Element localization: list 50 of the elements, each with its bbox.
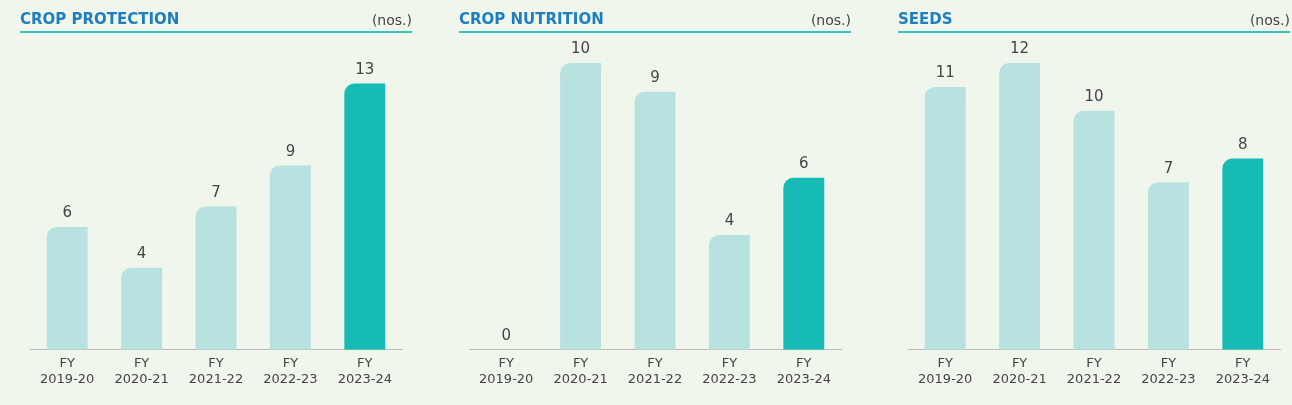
data-label: 10	[1084, 87, 1104, 106]
data-label: 4	[724, 211, 735, 230]
x-tick-label: FY 2021-22	[188, 354, 244, 386]
data-label: 9	[285, 141, 296, 160]
bar	[1222, 158, 1264, 350]
chart-title: CROP NUTRITION	[459, 10, 604, 28]
x-tick-label: FY 2020-21	[992, 354, 1047, 386]
x-tick-label: FY 2023-24	[776, 354, 831, 386]
bar	[924, 86, 966, 350]
bar	[121, 267, 163, 350]
data-label: 12	[1010, 39, 1030, 58]
x-tick-label: FY 2021-22	[627, 354, 683, 386]
data-label: 10	[571, 39, 591, 58]
x-tick-label: FY 2022-23	[263, 354, 318, 386]
data-label: 7	[211, 182, 221, 201]
bar	[1147, 182, 1189, 350]
chart-subtitle: (nos.)	[371, 12, 412, 28]
data-label: 0	[501, 326, 511, 345]
chart-subtitle: (nos.)	[1249, 12, 1290, 28]
data-label: 6	[799, 154, 809, 173]
bar	[1073, 110, 1115, 350]
x-tick-label: FY 2021-22	[1066, 354, 1122, 386]
chart-title: SEEDS	[898, 10, 953, 28]
data-label: 13	[355, 59, 375, 78]
x-tick-label: FY 2022-23	[1141, 354, 1196, 386]
x-tick-label: FY 2022-23	[702, 354, 757, 386]
data-label: 8	[1238, 134, 1248, 153]
data-label: 6	[62, 203, 72, 222]
x-tick-label: FY 2020-21	[114, 354, 169, 386]
x-tick-label: FY 2023-24	[337, 354, 392, 386]
data-label: 4	[136, 244, 147, 263]
x-tick-label: FY 2020-21	[553, 354, 608, 386]
chart-subtitle: (nos.)	[810, 12, 851, 28]
x-tick-label: FY 2019-20	[479, 354, 534, 386]
bar	[999, 63, 1041, 350]
bar	[344, 83, 386, 350]
bar	[195, 206, 237, 350]
x-tick-label: FY 2019-20	[918, 354, 973, 386]
x-tick-label: FY 2023-24	[1215, 354, 1270, 386]
chart-title: CROP PROTECTION	[20, 10, 180, 28]
data-label: 7	[1163, 158, 1174, 177]
bar	[269, 165, 311, 350]
bar	[783, 177, 825, 350]
data-label: 11	[935, 63, 955, 82]
bar	[560, 63, 602, 350]
bar	[708, 235, 750, 350]
x-tick-label: FY 2019-20	[40, 354, 95, 386]
bar	[634, 91, 676, 350]
data-label: 9	[650, 68, 660, 87]
bar	[46, 226, 88, 350]
